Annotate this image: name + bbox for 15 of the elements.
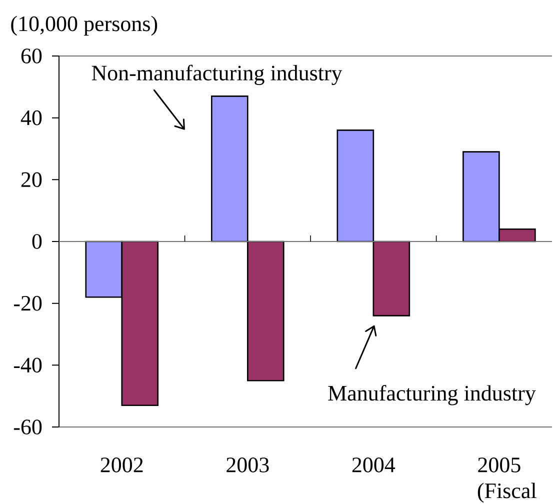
x-tick-label: 2003: [226, 458, 269, 472]
y-tick-label: 0: [32, 234, 42, 249]
y-tick-label: 20: [21, 172, 42, 188]
y-tick-label: 40: [20, 110, 42, 126]
y-tick-label: -40: [14, 358, 42, 373]
y-tick-label: -60: [14, 420, 42, 434]
x-tick-label: 2004: [352, 458, 396, 472]
x-tick-label: 2005: [478, 458, 520, 472]
legend-label: Manufacturing industry: [328, 384, 536, 406]
series-label: Non-manufacturing industry: [92, 64, 342, 86]
y-tick-label: -20: [14, 296, 42, 311]
x-axis-title: (Fiscal: [478, 482, 536, 503]
y-tick-label: 60: [21, 48, 42, 64]
y-axis-title: (10,000 persons): [11, 16, 158, 36]
x-tick-label: 2002: [100, 458, 143, 472]
